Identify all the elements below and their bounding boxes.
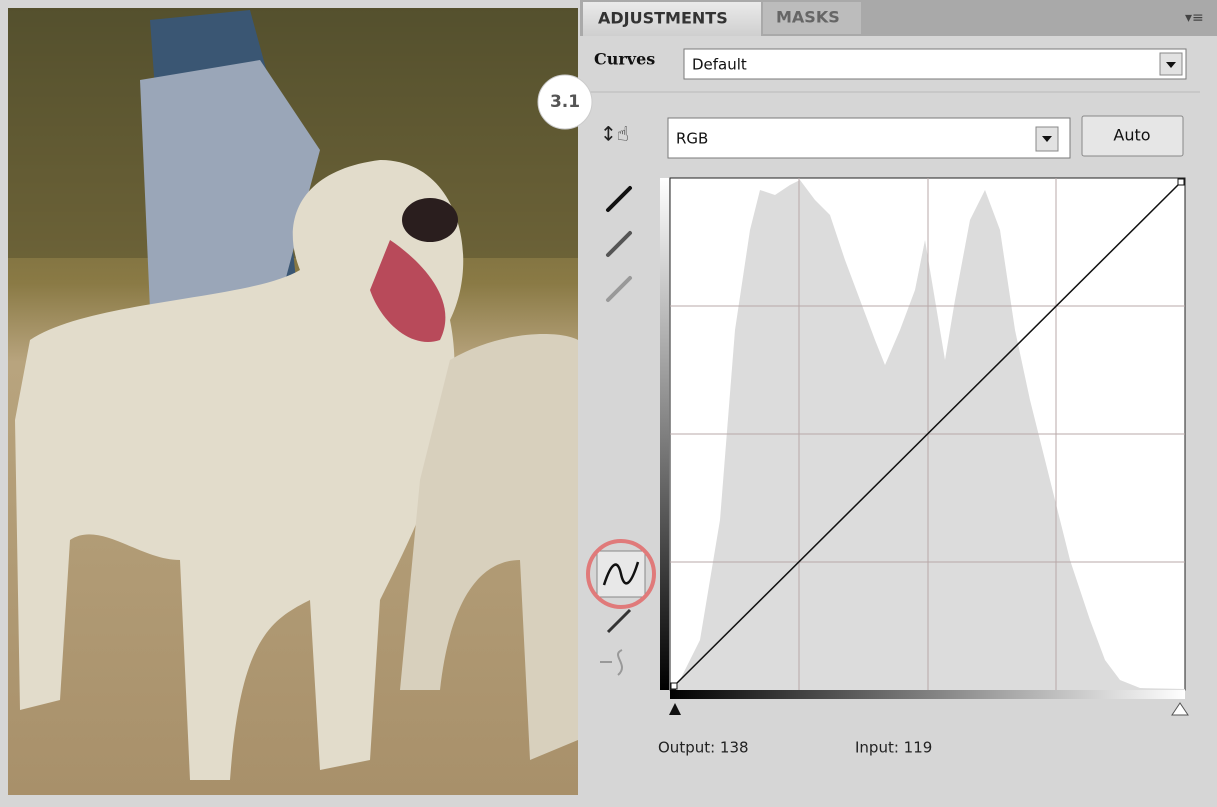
arrow-icon xyxy=(1166,62,1176,68)
curve-icon xyxy=(602,561,640,586)
white-slider[interactable] xyxy=(1171,702,1189,716)
black-slider[interactable] xyxy=(669,703,681,715)
auto-label: Auto xyxy=(1113,126,1150,145)
panel-menu[interactable]: ▾≡ xyxy=(1185,10,1204,26)
tab-active[interactable] xyxy=(583,2,761,36)
curve-point[interactable] xyxy=(670,682,678,690)
pencil-tool[interactable] xyxy=(606,608,632,634)
photo xyxy=(8,8,578,795)
badge xyxy=(537,74,593,130)
tab-label: ADJUSTMENTS xyxy=(598,9,728,28)
output-gradient xyxy=(660,178,669,690)
channel-dropdown[interactable] xyxy=(667,117,1071,159)
tab-inactive[interactable] xyxy=(763,2,861,34)
grid xyxy=(670,178,1185,690)
input-readout: Input: 119 xyxy=(855,739,932,757)
preset-label: Curves xyxy=(594,50,655,69)
output-readout: Output: 138 xyxy=(658,739,749,757)
curve-line xyxy=(673,181,1182,687)
eyedroppers[interactable] xyxy=(606,186,632,302)
preset-value: Default xyxy=(692,56,747,74)
auto-button[interactable] xyxy=(1081,115,1184,157)
highlight-ring xyxy=(586,539,656,609)
curve-point[interactable] xyxy=(1177,178,1185,186)
smooth-tool[interactable] xyxy=(600,649,623,676)
tab-label: MASKS xyxy=(776,8,840,27)
badge-label: 3.1 xyxy=(550,92,580,112)
input-gradient xyxy=(670,690,1185,699)
arrow-icon xyxy=(1042,136,1052,142)
hand-tool[interactable]: ↕☝ xyxy=(600,122,629,146)
channel-value: RGB xyxy=(676,130,708,148)
preset-dropdown[interactable] xyxy=(683,48,1187,80)
